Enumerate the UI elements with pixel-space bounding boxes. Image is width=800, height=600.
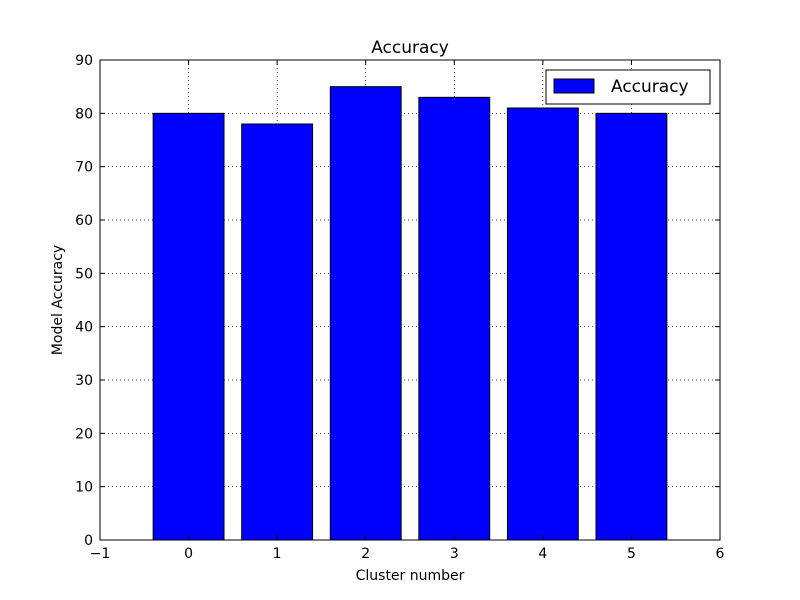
x-tick-label: 5 [627,546,636,562]
bar-cluster-1 [241,123,314,541]
x-tick-label: 3 [450,546,459,562]
x-tick-label: 0 [184,546,193,562]
x-tick-label: 2 [361,546,370,562]
bar-cluster-5 [595,112,668,541]
y-tick-label: 50 [75,266,93,282]
x-axis-label: Cluster number [356,568,465,584]
y-tick-label: 80 [75,106,93,122]
y-axis-label: Model Accuracy [50,245,66,355]
x-tick-label: 6 [716,546,725,562]
ticks [99,59,721,541]
x-tick-label: −1 [90,546,111,562]
y-tick-label: 90 [75,53,93,69]
y-tick-label: 10 [75,480,93,496]
legend-label: Accuracy [611,77,689,97]
x-tick-label: 1 [273,546,282,562]
y-tick-label: 20 [75,426,93,442]
bar-cluster-4 [506,107,579,541]
bars [152,86,668,541]
legend: Accuracy [545,69,711,105]
bar-cluster-3 [418,96,491,541]
y-tick-label: 70 [75,160,93,176]
y-tick-label: 40 [75,320,93,336]
y-tick-label: 60 [75,213,93,229]
plot-frame [99,59,721,541]
bar-cluster-2 [329,86,402,541]
y-tick-label: 30 [75,373,93,389]
y-tick-label: 0 [84,533,93,549]
bar-cluster-0 [152,112,225,541]
x-tick-label: 4 [538,546,547,562]
legend-swatch [553,78,595,94]
chart-title: Accuracy [371,38,449,58]
